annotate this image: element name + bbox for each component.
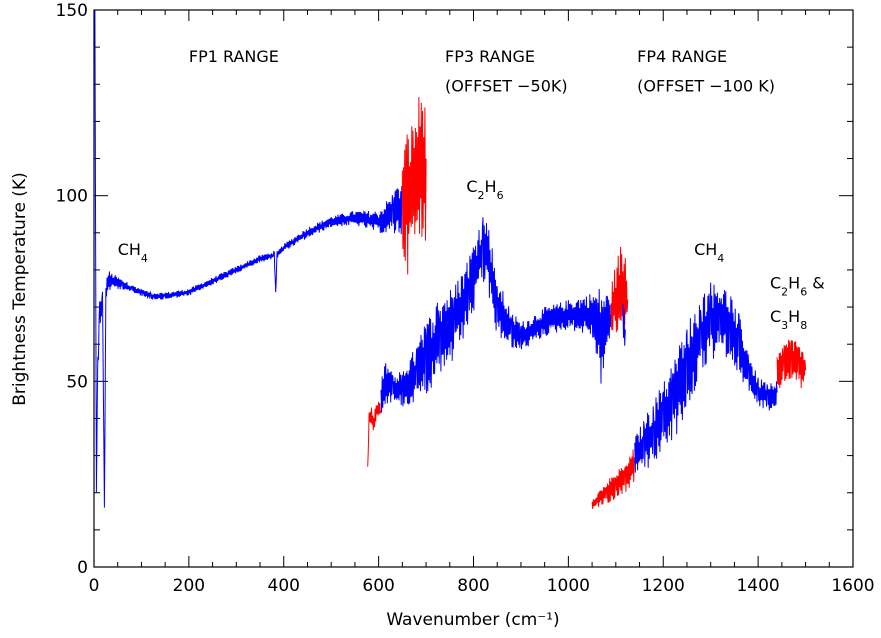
x-tick-label: 1600 bbox=[831, 576, 874, 596]
x-tick-label: 800 bbox=[457, 576, 489, 596]
x-tick-label: 600 bbox=[362, 576, 394, 596]
x-axis-label: Wavenumber (cm⁻¹) bbox=[386, 610, 559, 630]
x-tick-label: 1000 bbox=[547, 576, 590, 596]
annotation-label: FP4 RANGE bbox=[637, 47, 727, 66]
series-line-3-red bbox=[367, 401, 382, 467]
annotation-label: C2H6 & bbox=[770, 274, 825, 299]
series-line-4-blue bbox=[380, 217, 612, 413]
y-tick-label: 100 bbox=[56, 187, 88, 207]
axis-tick-labels: 0 200 400 600 800 1000 1200 1400 1600 0 50 100 150 bbox=[56, 1, 875, 596]
annotation-label: CH4 bbox=[694, 240, 724, 265]
series-line-8-blue bbox=[634, 282, 778, 473]
series-line-7-red bbox=[591, 449, 636, 509]
series-line-5-red bbox=[610, 246, 629, 333]
y-axis-label: Brightness Temperature (K) bbox=[10, 172, 30, 405]
x-tick-label: 1400 bbox=[736, 576, 779, 596]
annotation-label: FP1 RANGE bbox=[189, 47, 279, 66]
y-tick-label: 150 bbox=[56, 1, 88, 21]
annotation-label: C3H8 bbox=[770, 307, 807, 332]
y-tick-label: 0 bbox=[77, 558, 88, 578]
x-tick-label: 200 bbox=[173, 576, 205, 596]
annotation-label: CH4 bbox=[118, 240, 148, 265]
x-tick-label: 1200 bbox=[642, 576, 685, 596]
annotation-label: (OFFSET −50K) bbox=[445, 77, 568, 96]
annotation-label: FP3 RANGE bbox=[445, 47, 535, 66]
series-line-9-red bbox=[776, 339, 807, 389]
series-line-1-blue bbox=[94, 9, 403, 508]
y-tick-label: 50 bbox=[66, 372, 88, 392]
series-line-6-blue bbox=[622, 304, 626, 346]
axis-ticks bbox=[93, 9, 854, 568]
annotations: FP1 RANGE FP3 RANGE (OFFSET −50K) FP4 RANGE… bbox=[118, 47, 825, 331]
annotation-label: C2H6 bbox=[466, 177, 503, 202]
series-layer bbox=[94, 9, 807, 509]
x-tick-label: 400 bbox=[268, 576, 300, 596]
x-tick-label: 0 bbox=[89, 576, 100, 596]
annotation-label: (OFFSET −100 K) bbox=[637, 77, 775, 96]
series-line-2-red bbox=[401, 96, 427, 275]
